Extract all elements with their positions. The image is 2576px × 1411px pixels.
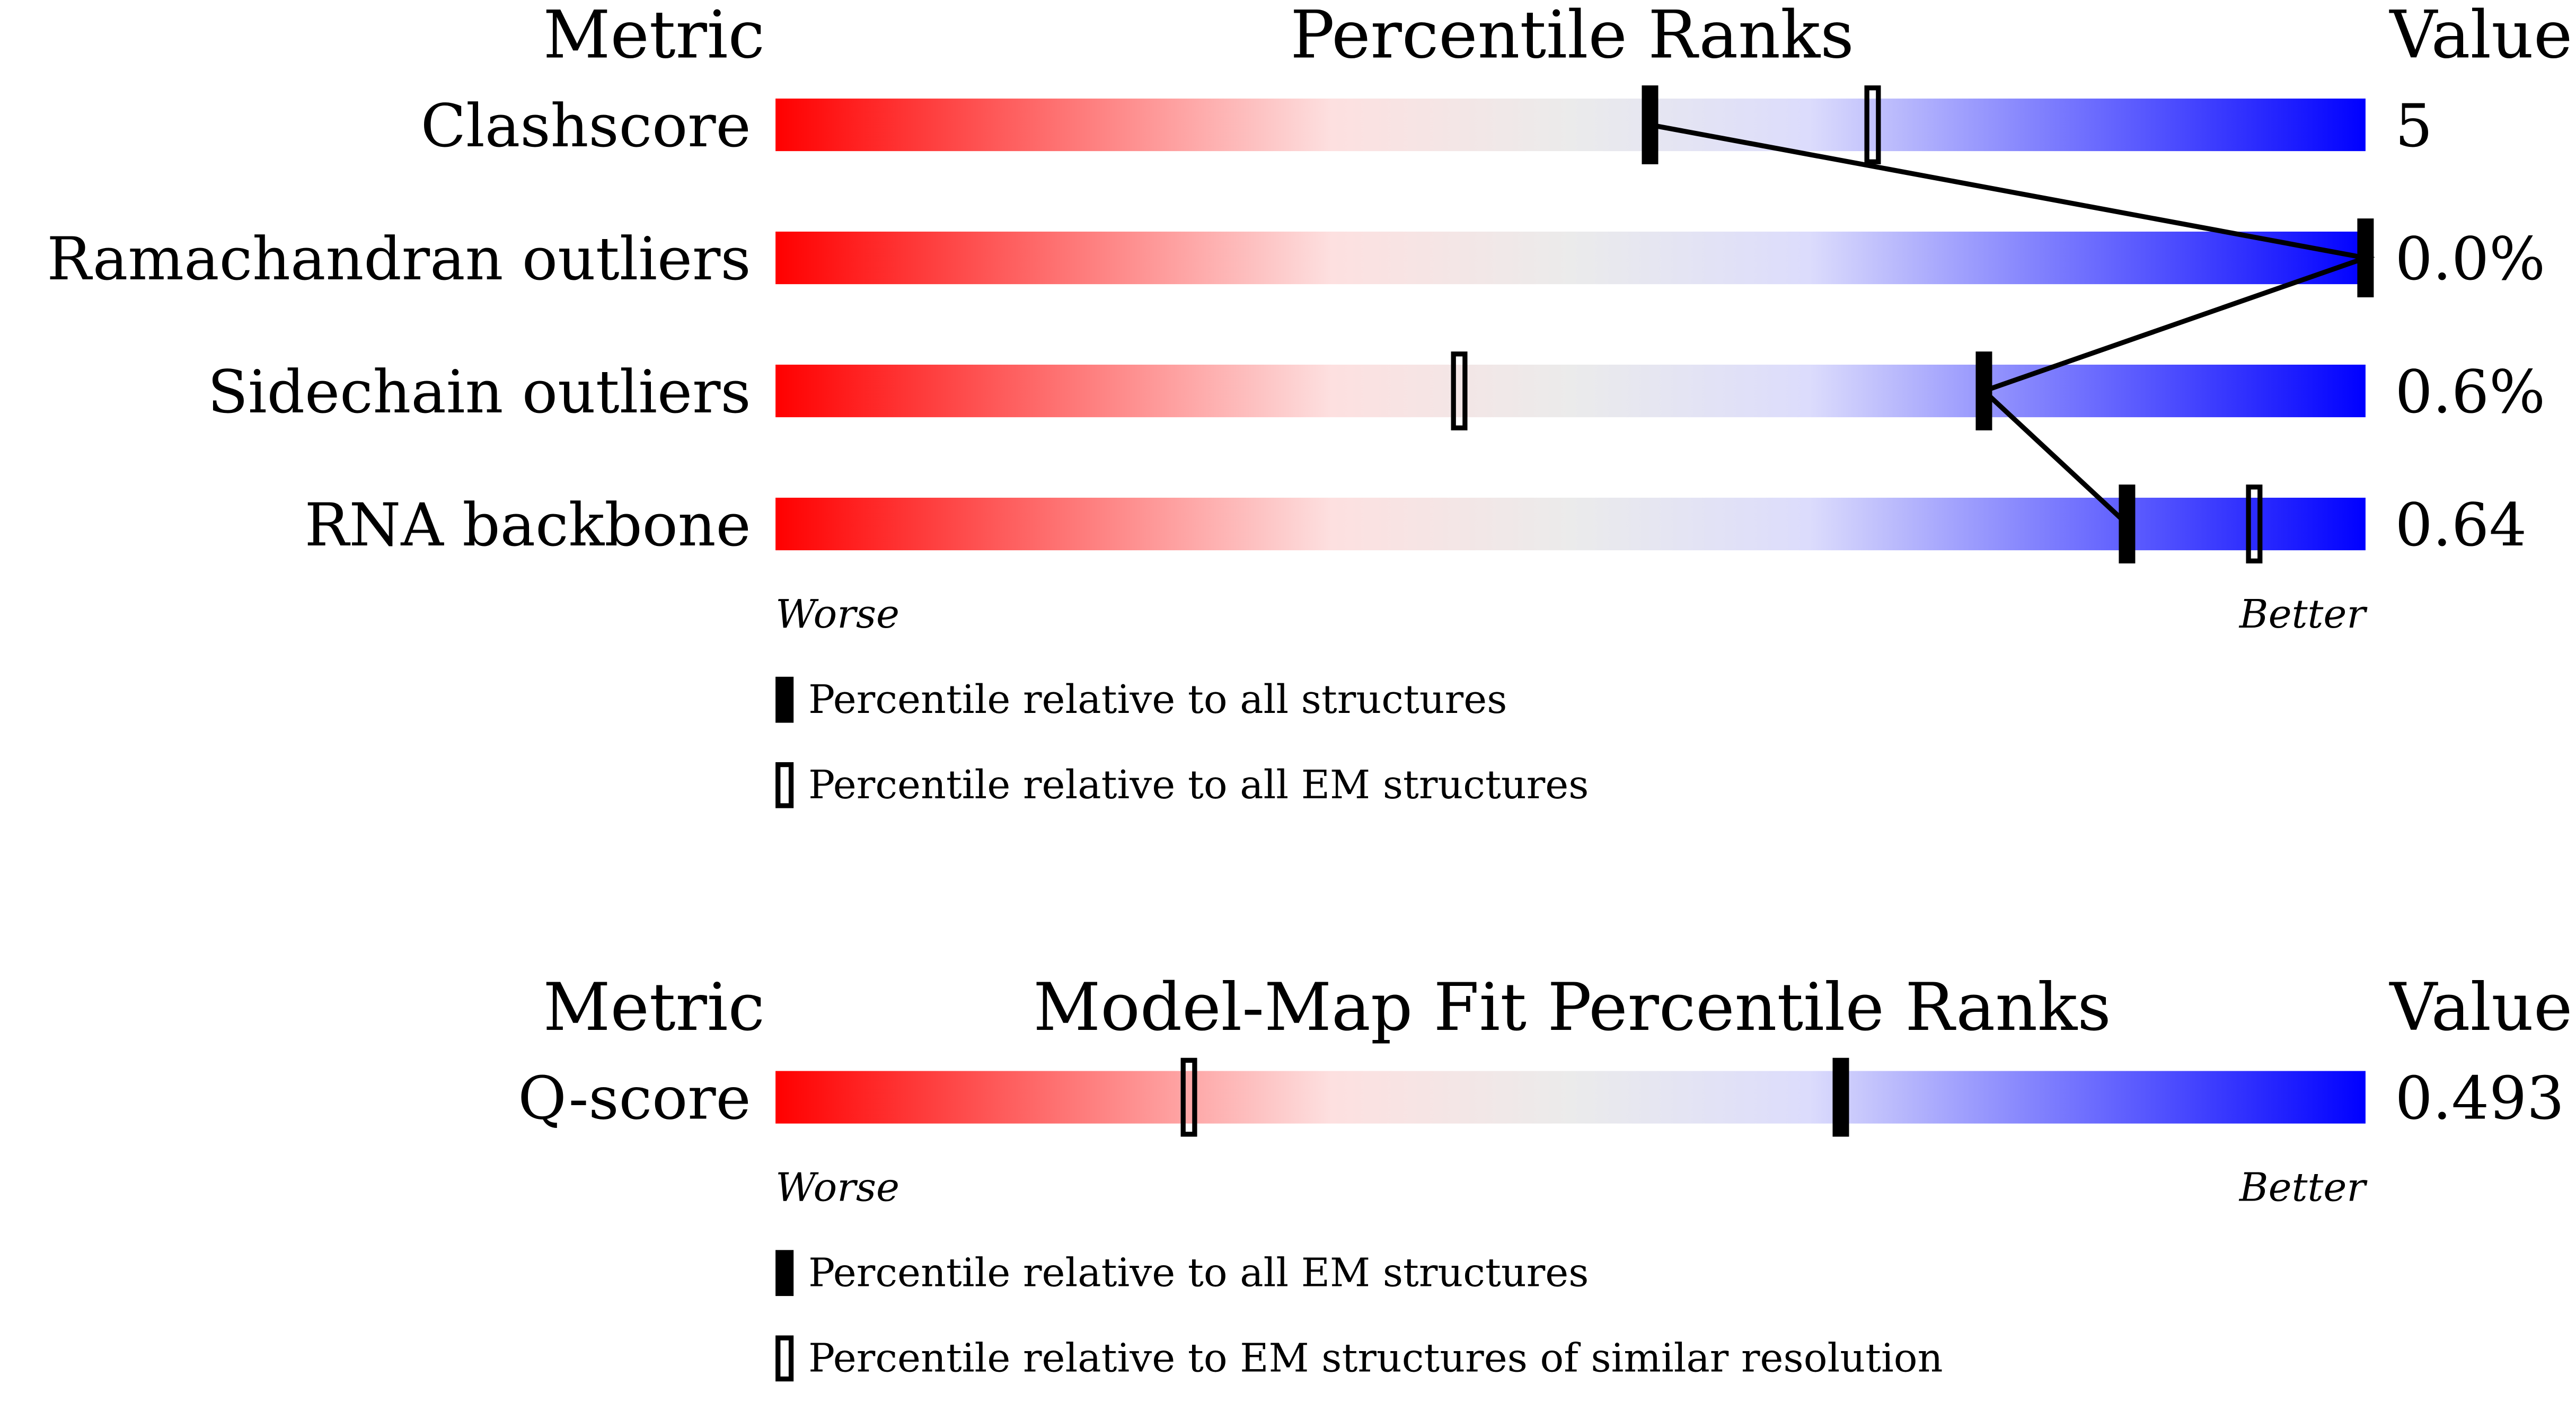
value-header: Value [2389,0,2573,73]
marker-hollow [1180,1057,1197,1137]
metric-value: 0.493 [2395,1064,2564,1133]
legend-marker [775,1250,794,1297]
better-label: Better [2238,591,2368,637]
percentile-bar [775,497,2366,551]
metric-label: RNA backbone [305,491,751,560]
metric-label: Clashscore [421,92,751,161]
metric-header: Metric [543,0,765,73]
percentile-bar [775,364,2366,418]
connector-line [1649,122,2375,526]
marker-filled [1975,351,1992,430]
legend-marker [775,1335,794,1382]
metric-label: Sidechain outliers [208,358,751,427]
metric-label: Q-score [518,1064,751,1133]
legend-marker [775,762,794,808]
percentile-bar [775,1071,2366,1124]
chart-title: Percentile Ranks [1290,0,1854,73]
marker-filled [1642,85,1658,164]
legend-label: Percentile relative to all structures [808,676,1507,722]
marker-hollow [2246,484,2263,563]
worse-label: Worse [775,1164,899,1210]
marker-filled [2119,484,2136,563]
marker-hollow [1864,85,1881,164]
legend-label: Percentile relative to EM structures of … [808,1335,1943,1381]
marker-filled [1832,1057,1849,1137]
metric-value: 0.6% [2395,358,2545,427]
chart-title: Model-Map Fit Percentile Ranks [1033,969,2111,1046]
metric-value: 0.0% [2395,225,2545,294]
marker-hollow [1451,351,1468,430]
metric-value: 5 [2395,92,2433,161]
value-header: Value [2389,969,2573,1046]
metric-label: Ramachandran outliers [47,225,751,294]
metric-value: 0.64 [2395,491,2527,560]
metric-header: Metric [543,969,765,1046]
legend-marker [775,676,794,723]
worse-label: Worse [775,591,899,637]
marker-filled [2357,218,2374,297]
percentile-bar [775,98,2366,152]
better-label: Better [2238,1164,2368,1210]
legend-label: Percentile relative to all EM structures [808,762,1589,808]
percentile-bar [775,231,2366,285]
legend-label: Percentile relative to all EM structures [808,1249,1589,1295]
